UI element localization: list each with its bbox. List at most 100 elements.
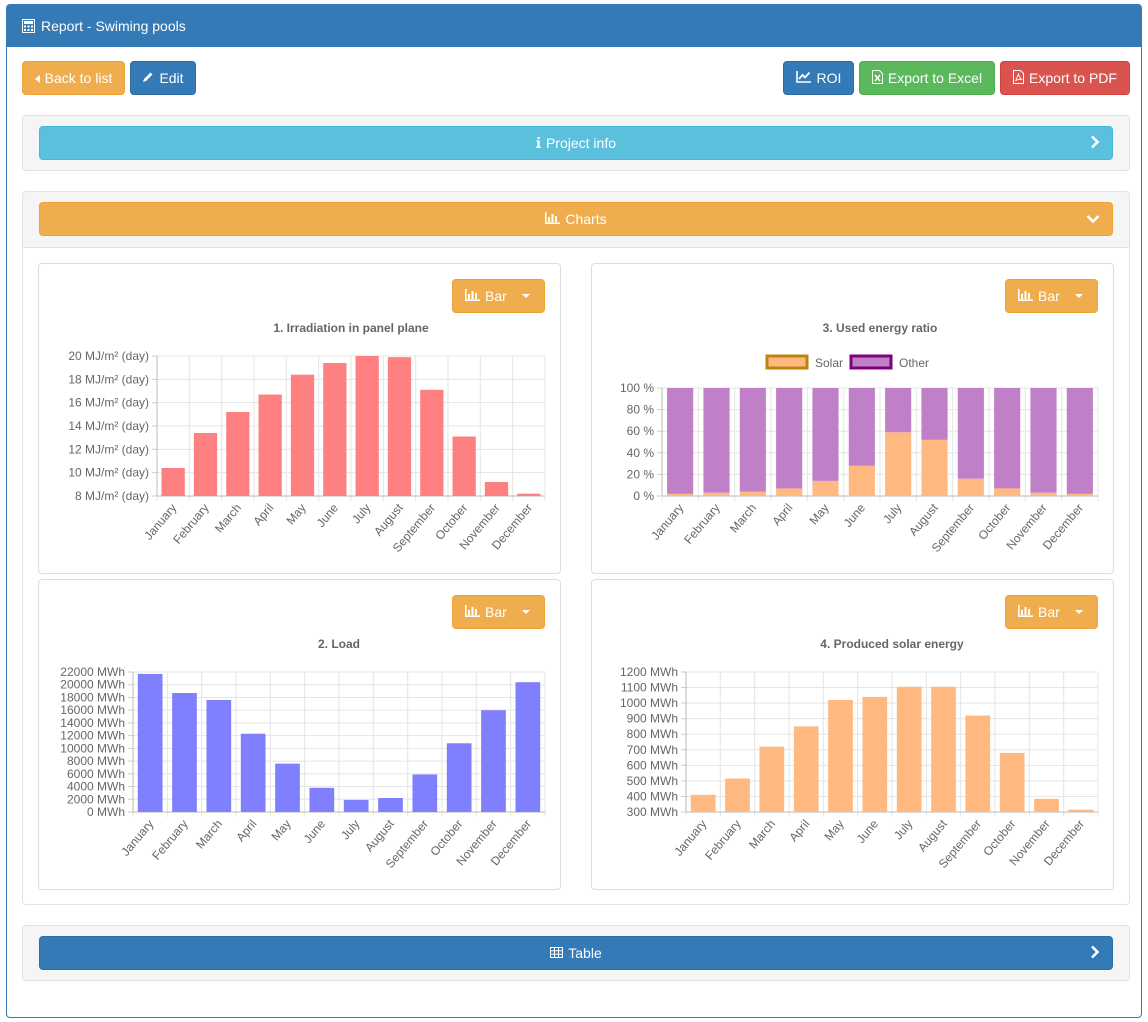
x-tick-label: February [702, 817, 744, 863]
roi-button[interactable]: ROI [783, 61, 854, 95]
bar [828, 700, 853, 812]
caret-left-icon [34, 70, 40, 86]
y-tick-label: 0 % [633, 489, 654, 503]
y-tick-label: 0 MWh [87, 805, 125, 819]
back-to-list-button[interactable]: Back to list [22, 61, 125, 95]
page-title: Report - Swiming pools [41, 18, 186, 34]
chevron-down-icon [1086, 211, 1100, 227]
chart-card-produced-solar-energy: Bar 4. Produced solar energy 300 MWh 400 M… [591, 579, 1114, 890]
y-tick-label: 1000 MWh [620, 696, 678, 710]
info-icon [536, 135, 541, 151]
x-tick-label: January [648, 501, 686, 543]
bar [258, 394, 282, 496]
panel-heading: Report - Swiming pools [7, 5, 1141, 47]
bar [957, 388, 984, 479]
bar [703, 388, 730, 493]
y-tick-label: 40 % [627, 446, 655, 460]
chevron-right-icon [1090, 945, 1100, 962]
bar [759, 746, 785, 812]
file-pdf-icon [1013, 69, 1025, 87]
bar [896, 686, 922, 812]
y-tick-label: 400 MWh [627, 789, 678, 803]
y-tick-label: 600 MWh [627, 758, 678, 772]
bar [862, 696, 888, 812]
x-tick-label: June [301, 817, 329, 846]
chart-type-dropdown[interactable]: Bar [1005, 279, 1098, 313]
y-tick-label: 8 MJ/m² (day) [75, 489, 149, 503]
bar [387, 357, 412, 496]
export-excel-button[interactable]: Export to Excel [859, 61, 995, 95]
y-tick-label: 20 % [627, 467, 655, 481]
y-tick-label: 1100 MWh [621, 681, 678, 695]
chart-card-irradiation: Bar 1. Irradiation in panel plane 8 MJ/m²… [38, 263, 561, 574]
y-tick-label: 20 MJ/m² (day) [68, 349, 149, 363]
table-section: Table [22, 925, 1130, 981]
produced-solar-energy-chart: 4. Produced solar energy 300 MWh 400 MWh50… [620, 637, 1099, 871]
x-tick-label: February [149, 817, 191, 863]
y-tick-label: 60 % [627, 424, 655, 438]
charts-toggle[interactable]: Charts [39, 202, 1113, 236]
bar [481, 710, 506, 812]
chart-type-dropdown[interactable]: Bar [1005, 595, 1098, 629]
y-tick-label: 16 MJ/m² (day) [68, 396, 149, 410]
x-tick-label: July [891, 817, 915, 842]
bar [994, 488, 1021, 496]
bar-chart-icon [1018, 604, 1033, 620]
table-label: Table [568, 945, 602, 961]
bar [1068, 809, 1094, 812]
caret-down-icon [1075, 610, 1083, 614]
bar [921, 388, 948, 440]
bar-chart-icon [465, 288, 480, 304]
export-pdf-button[interactable]: Export to PDF [1000, 61, 1130, 95]
export-pdf-label: Export to PDF [1029, 70, 1117, 86]
x-tick-label: April [233, 817, 259, 844]
y-tick-label: 16000 MWh [60, 703, 125, 717]
chart-type-dropdown[interactable]: Bar [452, 279, 545, 313]
chart-title: 2. Load [318, 637, 360, 651]
bar [226, 412, 250, 496]
bar [412, 774, 438, 812]
project-info-section: Project info [22, 115, 1130, 171]
chart-title: 4. Produced solar energy [820, 637, 964, 651]
chart-title: 3. Used energy ratio [823, 321, 938, 335]
caret-down-icon [522, 610, 530, 614]
bar [420, 389, 444, 496]
y-tick-label: 14000 MWh [60, 716, 125, 730]
caret-down-icon [522, 294, 530, 298]
y-tick-label: 2000 MWh [67, 792, 125, 806]
y-tick-label: 800 MWh [627, 727, 678, 741]
bar [206, 700, 232, 812]
bar-chart-icon [545, 211, 561, 227]
y-tick-label: 14 MJ/m² (day) [68, 419, 149, 433]
bar-chart-icon [1018, 288, 1033, 304]
edit-button[interactable]: Edit [130, 61, 196, 95]
back-to-list-label: Back to list [44, 70, 113, 86]
bar [994, 388, 1021, 489]
y-tick-label: 4000 MWh [67, 780, 125, 794]
bar [484, 482, 509, 496]
bar [517, 493, 541, 496]
x-tick-label: August [362, 816, 397, 854]
chart-type-dropdown[interactable]: Bar [452, 595, 545, 629]
calculator-icon [22, 19, 35, 33]
bar [1066, 493, 1093, 496]
y-tick-label: 10000 MWh [60, 741, 125, 755]
project-info-toggle[interactable]: Project info [39, 126, 1113, 160]
bar [667, 493, 694, 496]
x-tick-label: June [314, 501, 342, 530]
bar [193, 433, 218, 496]
chart-type-label: Bar [485, 288, 507, 304]
y-tick-label: 80 % [627, 403, 655, 417]
bar [931, 686, 956, 812]
y-tick-label: 20000 MWh [60, 678, 125, 692]
bar [848, 388, 875, 466]
bar [812, 480, 839, 496]
legend-swatch [765, 354, 809, 370]
bar [725, 778, 750, 812]
charts-label: Charts [565, 211, 607, 227]
legend-label: Other [899, 356, 929, 370]
x-tick-label: March [212, 501, 244, 536]
charts-section: Charts Bar 1. Irradiation in panel plane… [22, 191, 1130, 905]
table-toggle[interactable]: Table [39, 936, 1113, 970]
